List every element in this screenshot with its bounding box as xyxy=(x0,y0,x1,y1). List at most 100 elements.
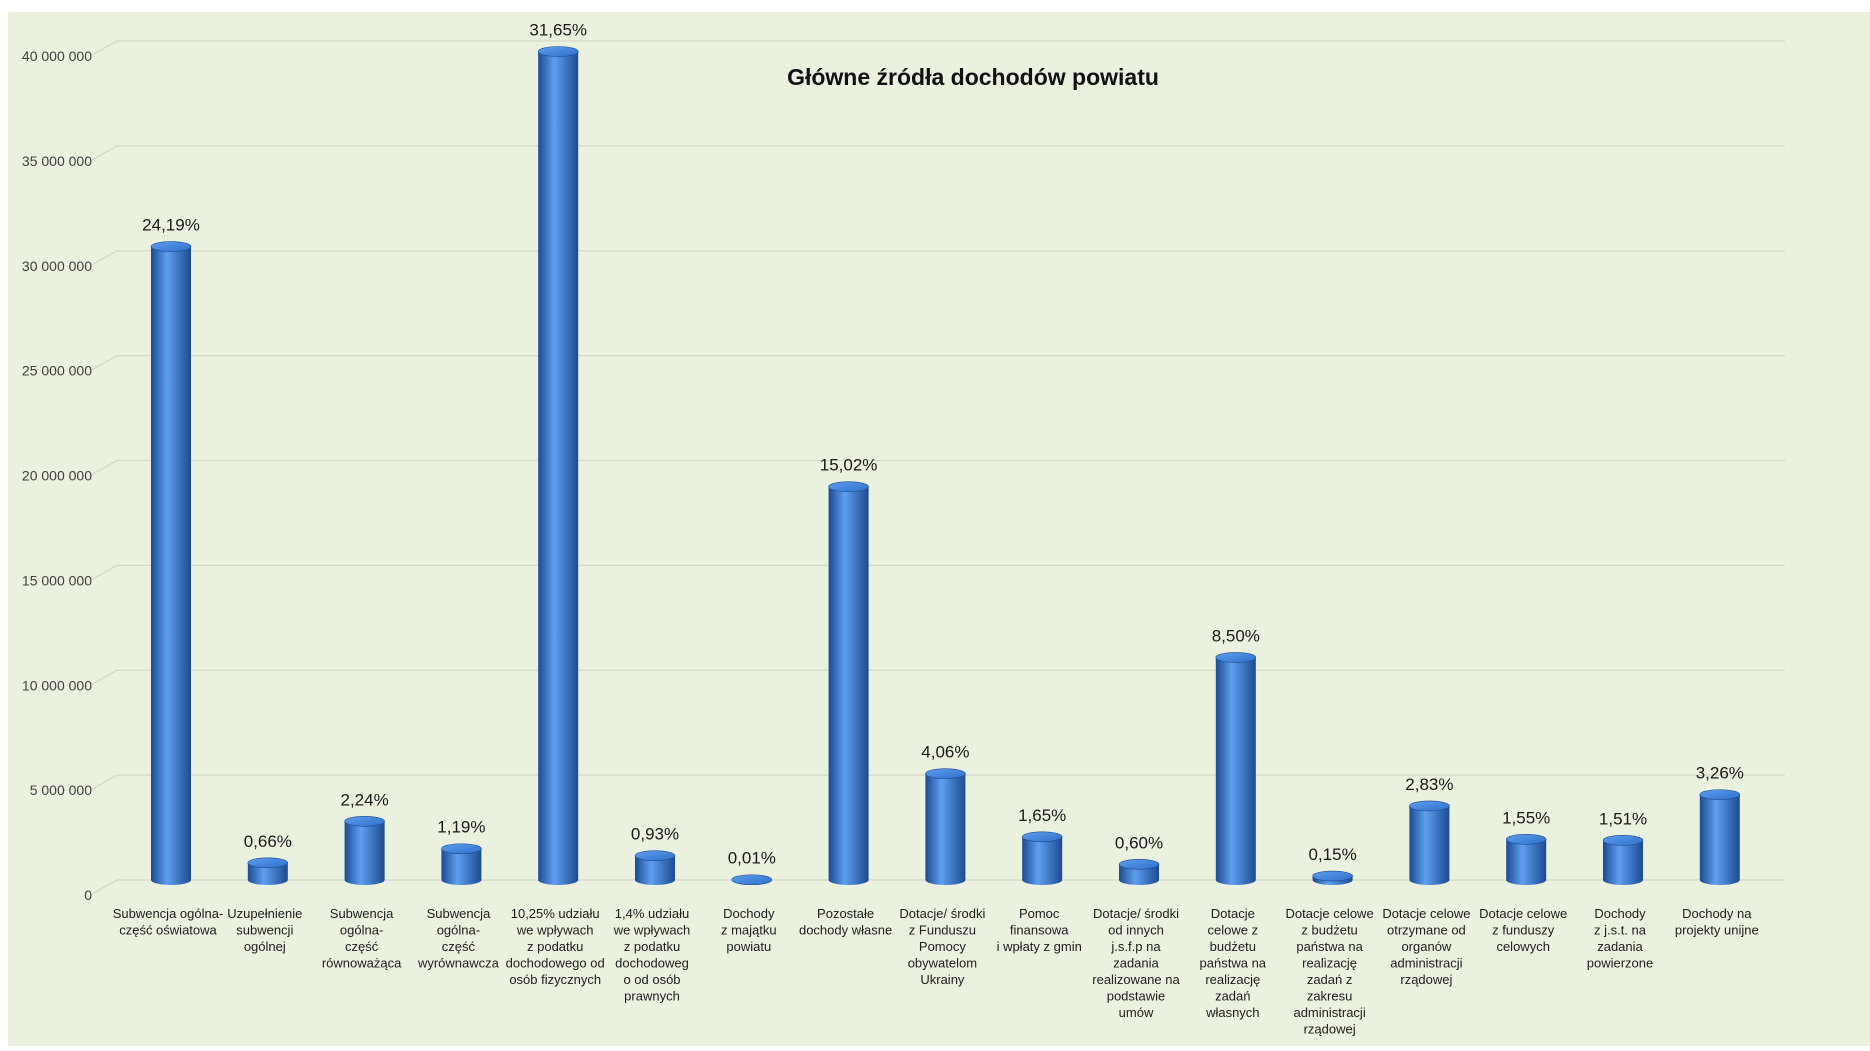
category-label-line: dochodoweg xyxy=(615,956,689,971)
category-label-line: z j.s.t. na xyxy=(1594,923,1647,938)
bar xyxy=(925,768,966,885)
category-label-line: realizację xyxy=(1302,956,1357,971)
category-label-line: równoważąca xyxy=(322,956,402,971)
gridline xyxy=(91,40,1785,56)
data-label: 3,26% xyxy=(1696,764,1744,783)
bar-cap xyxy=(150,241,192,252)
category-label-line: o od osób xyxy=(623,972,680,987)
data-label: 8,50% xyxy=(1212,626,1260,645)
category-label-line: z majątku xyxy=(721,923,777,938)
bar-body xyxy=(1506,839,1547,885)
bar-body xyxy=(828,486,869,885)
category-label-line: część xyxy=(442,939,476,954)
y-tick-label: 10 000 000 xyxy=(22,677,92,693)
category-label-line: rządowej xyxy=(1304,1022,1356,1037)
bar-cap xyxy=(634,850,676,861)
bar-cap xyxy=(441,843,482,855)
bar-body xyxy=(344,821,385,885)
data-label: 1,51% xyxy=(1599,809,1647,828)
gridline xyxy=(91,564,1785,580)
gridline xyxy=(91,459,1785,476)
category-label-line: państwa na xyxy=(1200,956,1267,971)
bars xyxy=(150,46,1741,886)
bar xyxy=(247,857,289,885)
y-tick-label: 25 000 000 xyxy=(22,363,92,379)
category-label-line: budżetu xyxy=(1210,939,1256,954)
category-label-line: i wpłaty z gmin xyxy=(997,939,1082,954)
x-axis-categories: Subwencja ogólna-część oświatowaUzupełni… xyxy=(113,906,1759,1037)
category-label-line: we wpływach xyxy=(613,923,691,938)
category-label-line: Subwencja xyxy=(330,906,394,921)
category-label-line: administracji xyxy=(1293,1005,1365,1020)
bar-cap xyxy=(1118,858,1160,870)
bar xyxy=(731,874,773,886)
category-label-line: Uzupełnienie xyxy=(227,906,302,921)
bar-cap xyxy=(1602,835,1644,846)
category-label: Dotacje/ środki od innych j.s.f.p na zadani… xyxy=(1092,906,1180,1020)
category-label-line: Pozostałe xyxy=(817,906,874,921)
category-label-line: 1,4% udziału xyxy=(615,906,689,921)
category-label-line: j.s.f.p na xyxy=(1110,939,1161,954)
data-label: 4,06% xyxy=(921,743,969,762)
category-label-line: Dochody xyxy=(1594,906,1646,921)
data-label: 0,66% xyxy=(244,832,292,851)
y-tick-label: 5 000 000 xyxy=(30,782,92,798)
y-tick-label: 15 000 000 xyxy=(22,572,92,588)
category-label-line: we wpływach xyxy=(516,923,594,938)
bar-body xyxy=(1603,840,1643,885)
category-label-line: dochodowego od xyxy=(506,956,605,971)
data-label: 24,19% xyxy=(142,216,200,235)
category-label-line: prawnych xyxy=(624,989,680,1004)
category-label-line: Dotacje celowe xyxy=(1382,906,1470,921)
category-label-line: z funduszy xyxy=(1492,923,1555,938)
category-label-line: obywatelom xyxy=(908,956,977,971)
y-axis: 0 5 000 000 10 000 000 15 000 000 20 000 000… xyxy=(22,48,92,903)
data-label: 1,55% xyxy=(1502,808,1550,827)
category-label-line: z podatku xyxy=(624,939,680,954)
category-label-line: Dotacje celowe xyxy=(1479,906,1567,921)
category-label-line: ogólna- xyxy=(340,923,383,938)
category-label: Dochody na projekty unijne xyxy=(1675,906,1759,938)
category-label-line: subwencji xyxy=(236,923,293,938)
category-label: 1,4% udziału we wpływach z podatku dochodow… xyxy=(613,906,691,1004)
bar-body xyxy=(441,848,482,885)
category-label: Subwencja ogólna-część oświatowa xyxy=(113,906,224,938)
category-label-line: od innych xyxy=(1108,923,1164,938)
bar-cap xyxy=(1021,831,1063,843)
bar-cap xyxy=(731,874,773,886)
category-label-line: umów xyxy=(1119,1005,1154,1020)
category-label-line: dochody własne xyxy=(799,923,892,938)
bar xyxy=(150,241,192,885)
data-label: 31,65% xyxy=(529,20,587,39)
category-label-line: część oświatowa xyxy=(119,923,217,938)
category-label-line: część xyxy=(345,939,379,954)
category-label-line: z podatku xyxy=(527,939,583,954)
category-label: Subwencja ogólna-część równoważąca xyxy=(322,906,402,971)
category-label-line: zakresu xyxy=(1307,989,1353,1004)
y-tick-label: 20 000 000 xyxy=(22,468,92,484)
bar xyxy=(1312,870,1353,885)
data-label: 15,02% xyxy=(820,456,878,475)
category-label: Subwencja ogólna-część wyrównawcza xyxy=(417,906,500,971)
bar-body xyxy=(538,51,579,886)
category-label-line: Dotacje/ środki xyxy=(899,906,985,921)
data-label: 0,15% xyxy=(1308,845,1356,864)
category-label-line: Pomoc xyxy=(1019,906,1060,921)
category-label-line: organów xyxy=(1401,939,1451,954)
gridlines xyxy=(91,40,1785,895)
category-label-line: własnych xyxy=(1205,1005,1259,1020)
category-label-line: administracji xyxy=(1390,956,1462,971)
category-label-line: państwa na xyxy=(1296,939,1363,954)
category-label-line: ogólna- xyxy=(437,923,480,938)
data-label: 0,01% xyxy=(728,849,776,868)
category-label-line: Ukrainy xyxy=(920,972,965,987)
category-label: Dochody z j.s.t. na zadania powierzone xyxy=(1587,906,1654,971)
category-label-line: celowe z xyxy=(1208,923,1259,938)
chart-title: Główne źródła dochodów powiatu xyxy=(787,64,1159,90)
category-label-line: zadania xyxy=(1113,956,1159,971)
bar xyxy=(1505,834,1547,885)
bar-body xyxy=(1409,805,1450,885)
category-label: Dochody z majątku powiatu xyxy=(721,906,777,954)
category-label-line: zadań z xyxy=(1307,972,1353,987)
